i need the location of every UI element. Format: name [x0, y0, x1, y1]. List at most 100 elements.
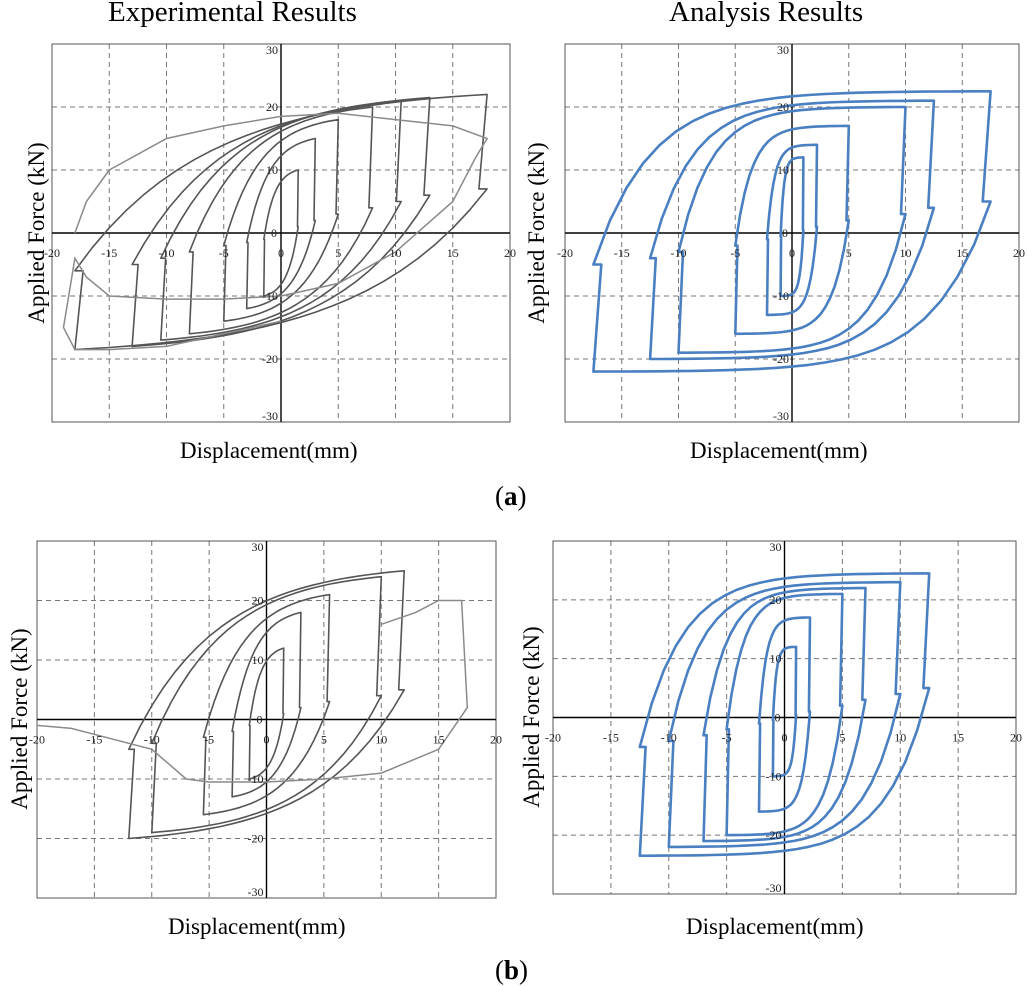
x-tick-label: -20: [545, 731, 561, 745]
x-tick-label: -10: [661, 731, 677, 745]
x-tick-label: -5: [730, 246, 740, 260]
y-tick-label: 0: [782, 226, 788, 240]
x-tick-label: 0: [789, 246, 795, 260]
y-tick-label: -20: [248, 832, 264, 846]
x-tick-label: 20: [1013, 246, 1025, 260]
x-tick-label: 10: [900, 246, 912, 260]
hysteresis-loop-2: [231, 611, 302, 798]
x-tick-label: -10: [159, 246, 175, 260]
x-tick-label: 0: [782, 731, 788, 745]
hysteresis-loop-4: [702, 586, 867, 843]
hysteresis-loop-5: [648, 99, 936, 361]
hysteresis-loop-1: [771, 645, 798, 778]
hysteresis-loop-2: [757, 616, 812, 813]
y-tick-label: 30: [777, 43, 789, 57]
y-tick-label: 0: [257, 713, 263, 727]
x-tick-label: -10: [144, 733, 160, 747]
hysteresis-loop-7: [74, 93, 488, 351]
hysteresis-loop-6: [131, 96, 431, 348]
xlabel-a-experimental: Displacement(mm): [180, 438, 358, 463]
x-tick-label: -5: [204, 733, 214, 747]
x-tick-label: 10: [375, 733, 387, 747]
x-tick-label: 20: [1010, 731, 1022, 745]
hysteresis-loop-5: [128, 570, 405, 840]
hysteresis-loop-1: [263, 169, 299, 297]
chart-b-experimental: -20 -15 -10 -5 0 5 10 15 20 -30 -20 -10 0 10 20 30: [29, 540, 502, 899]
x-tick-label: -5: [219, 246, 229, 260]
hysteresis-loop-2: [765, 143, 819, 317]
hysteresis-loop-4: [151, 575, 383, 834]
x-tick-label: -10: [671, 246, 687, 260]
x-tick-label: -15: [614, 246, 630, 260]
hysteresis-loop-5: [667, 580, 902, 849]
y-tick-label: -30: [773, 409, 789, 423]
y-tick-label: 10: [252, 653, 264, 667]
y-tick-label: -30: [248, 885, 264, 899]
x-tick-label: 5: [321, 733, 327, 747]
x-tick-label: 10: [390, 246, 402, 260]
x-tick-label: -20: [557, 246, 573, 260]
y-tick-label: -20: [262, 352, 278, 366]
hysteresis-loop-3: [223, 118, 340, 322]
x-tick-label: 0: [278, 246, 284, 260]
x-tick-label: 15: [447, 246, 459, 260]
analysis-results-title: Analysis Results: [669, 0, 864, 28]
y-tick-label: 30: [252, 540, 264, 554]
hysteresis-loop-1: [779, 156, 805, 298]
hysteresis-loop-6: [592, 90, 992, 373]
ylabel-b-experimental: Applied Force (kN): [7, 628, 32, 810]
x-tick-label: 10: [894, 731, 906, 745]
hysteresis-loop-3: [202, 593, 331, 816]
x-tick-label: -20: [29, 733, 45, 747]
y-tick-label: 20: [266, 100, 278, 114]
panel-label-a: (a): [495, 481, 527, 511]
ylabel-a-analysis: Applied Force (kN): [524, 142, 549, 324]
hysteresis-loop-1: [248, 647, 285, 780]
y-tick-label: -10: [248, 772, 264, 786]
y-tick-label: -20: [773, 352, 789, 366]
ylabel-a-experimental: Applied Force (kN): [24, 142, 49, 324]
chart-a-analysis: -20 -15 -10 -5 0 5 10 15 20 -30 -20 -10 0 10 20 30: [557, 43, 1025, 423]
y-tick-label: -10: [262, 289, 278, 303]
x-tick-label: 15: [433, 733, 445, 747]
hysteresis-loop-3: [734, 124, 851, 336]
x-tick-label: 5: [335, 246, 341, 260]
x-tick-label: -20: [44, 246, 60, 260]
x-tick-label: 20: [504, 246, 516, 260]
x-tick-label: 5: [839, 731, 845, 745]
x-tick-label: 20: [490, 733, 502, 747]
x-tick-label: -15: [86, 733, 102, 747]
x-tick-label: 15: [952, 731, 964, 745]
y-tick-label: 30: [770, 540, 782, 554]
y-tick-label: -20: [766, 828, 782, 842]
panel-label-b: (b): [495, 955, 529, 985]
ylabel-b-analysis: Applied Force (kN): [519, 626, 544, 808]
y-tick-label: 0: [775, 711, 781, 725]
hysteresis-loop-4: [188, 106, 374, 335]
chart-b-analysis: -20 -15 -10 -5 0 5 10 15 20 -30 -20 -10 0 10 20 30: [545, 540, 1022, 895]
x-tick-label: -15: [603, 731, 619, 745]
hysteresis-loop-2: [245, 137, 317, 310]
outer-cycle-curve: [62, 112, 489, 351]
xlabel-b-analysis: Displacement(mm): [686, 914, 864, 939]
y-tick-label: -10: [766, 769, 782, 783]
y-tick-label: -30: [262, 409, 278, 423]
chart-a-experimental: -20 -15 -10 -5 0 5 10 15 20 -30 -20 -10 0 10 20 30: [44, 43, 516, 423]
hysteresis-loop-5: [160, 99, 402, 341]
outer-cycle-curve: [36, 599, 469, 783]
hysteresis-loop-4: [677, 105, 907, 354]
y-tick-label: -10: [773, 289, 789, 303]
xlabel-b-experimental: Displacement(mm): [168, 914, 346, 939]
y-tick-label: 30: [266, 43, 278, 57]
hysteresis-loop-3: [725, 592, 844, 837]
x-tick-label: -5: [722, 731, 732, 745]
y-tick-label: 20: [770, 593, 782, 607]
x-tick-label: 5: [846, 246, 852, 260]
x-tick-label: 0: [264, 733, 270, 747]
xlabel-a-analysis: Displacement(mm): [690, 438, 868, 463]
y-tick-label: -30: [766, 881, 782, 895]
y-tick-label: 0: [271, 226, 277, 240]
y-tick-label: 20: [252, 594, 264, 608]
x-tick-label: -15: [101, 246, 117, 260]
y-tick-label: 10: [266, 163, 278, 177]
